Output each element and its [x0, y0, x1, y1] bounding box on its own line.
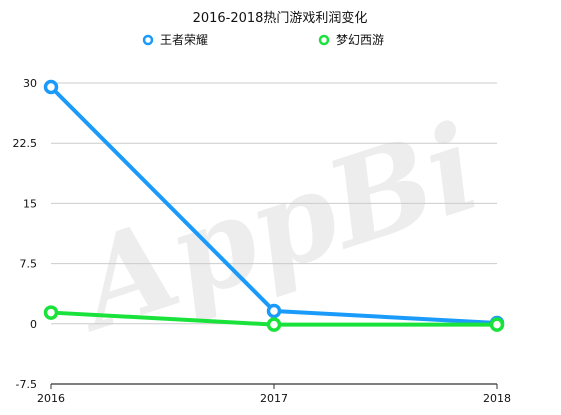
legend-marker: [142, 34, 154, 46]
x-tick-label: 2018: [483, 392, 511, 405]
legend-label: 梦幻西游: [336, 33, 384, 47]
y-tick-label: 30: [23, 77, 37, 90]
y-tick-label: 22.5: [13, 137, 38, 150]
x-axis: 2016 2017 2018: [37, 384, 511, 405]
legend-marker: [318, 34, 330, 46]
x-tick-label: 2016: [37, 392, 65, 405]
data-point: [43, 305, 59, 320]
data-point: [489, 317, 505, 332]
y-tick-label: 7.5: [20, 258, 38, 271]
series-points: [43, 79, 505, 332]
y-tick-label: -7.5: [16, 378, 37, 391]
chart-title: 2016-2018热门游戏利润变化: [193, 10, 368, 26]
y-tick-label: 0: [30, 318, 37, 331]
data-point: [266, 317, 282, 332]
data-point: [43, 79, 59, 95]
y-tick-label: 15: [23, 197, 37, 210]
legend: 王者荣耀 梦幻西游: [142, 33, 384, 47]
data-point: [266, 303, 282, 319]
y-axis: -7.5 0 7.5 15 22.5 30: [13, 77, 38, 391]
x-tick-label: 2017: [260, 392, 288, 405]
legend-label: 王者荣耀: [160, 33, 208, 47]
